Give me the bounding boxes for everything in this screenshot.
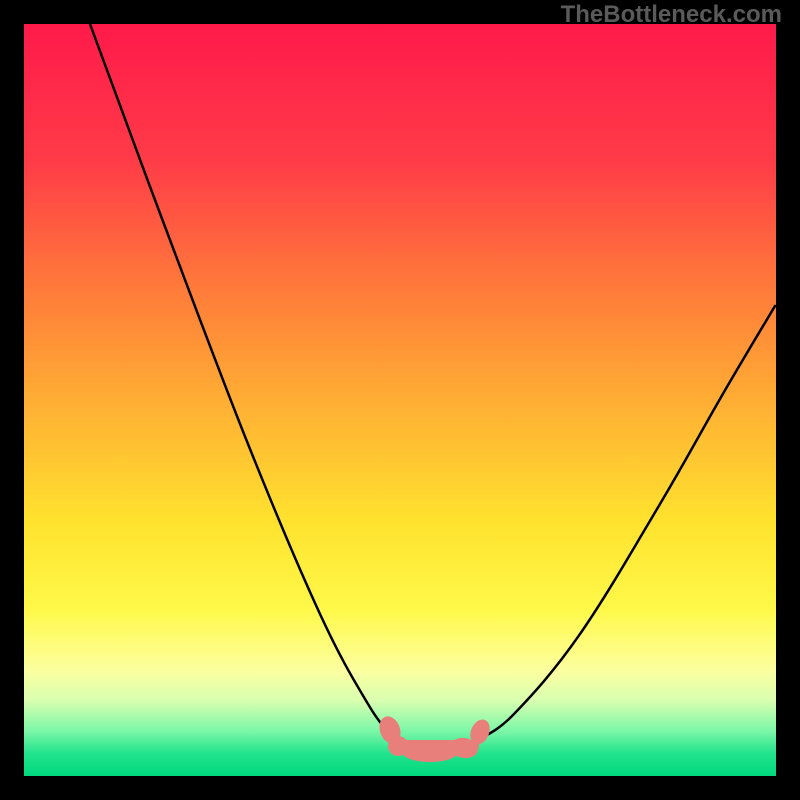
plot-area — [24, 24, 776, 776]
attribution-label: TheBottleneck.com — [561, 1, 782, 29]
outer-frame: TheBottleneck.com — [0, 0, 800, 800]
curve-overlay — [24, 24, 776, 776]
